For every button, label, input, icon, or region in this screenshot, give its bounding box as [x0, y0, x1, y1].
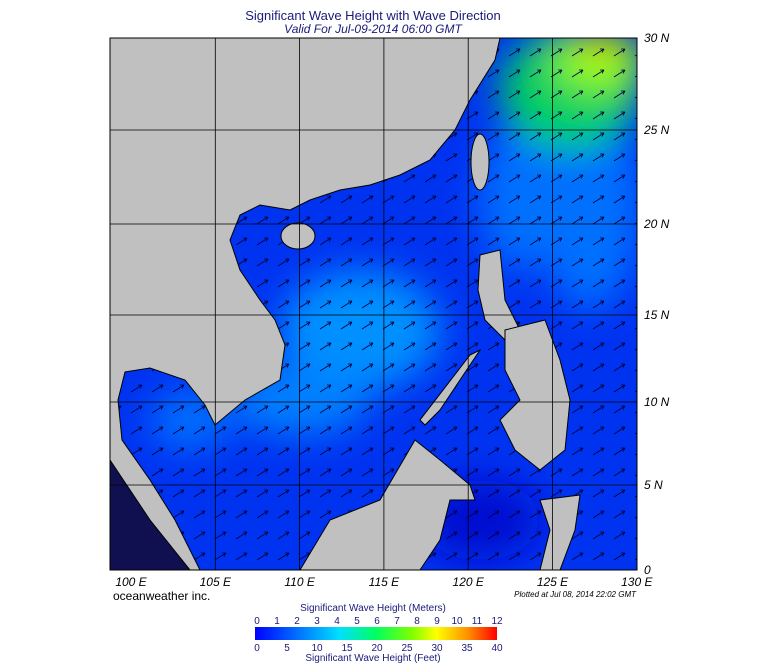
colorbar-feet-label: 35: [461, 643, 473, 654]
colorbar-feet-label: 10: [311, 643, 323, 654]
colorbar-meter-label: 6: [374, 616, 380, 627]
lat-label: 10 N: [644, 395, 670, 409]
lon-label: 100 E: [115, 575, 147, 589]
colorbar-meter-label: 4: [334, 616, 340, 627]
colorbar-feet-label: 40: [491, 643, 503, 654]
graticule: [110, 38, 637, 570]
colorbar-feet-label: 15: [341, 643, 353, 654]
colorbar-feet-label: 30: [431, 643, 443, 654]
colorbar-feet-label: 25: [401, 643, 413, 654]
plotted-note: Plotted at Jul 08, 2014 22:02 GMT: [514, 590, 637, 599]
lat-label: 15 N: [644, 308, 670, 322]
colorbar-meter-label: 12: [491, 616, 503, 627]
colorbar-meter-label: 1: [274, 616, 280, 627]
lat-label: 20 N: [643, 217, 670, 231]
lat-label: 30 N: [644, 31, 670, 45]
colorbar: [255, 627, 497, 640]
colorbar-meter-label: 8: [414, 616, 420, 627]
colorbar-meter-label: 5: [354, 616, 360, 627]
credit: oceanweather inc.: [113, 589, 210, 603]
lon-label: 105 E: [200, 575, 232, 589]
map-title: Significant Wave Height with Wave Direct…: [245, 8, 501, 23]
lon-label: 120 E: [453, 575, 485, 589]
lat-label: 5 N: [644, 478, 663, 492]
axis-labels: 100 E 105 E 110 E 115 E 120 E 125 E 130 E 30 N 2…: [115, 31, 669, 589]
lon-label: 130 E: [621, 575, 653, 589]
map-area: [110, 38, 637, 570]
colorbar-feet-label: 5: [284, 643, 290, 654]
colorbar-title-feet: Significant Wave Height (Feet): [305, 653, 440, 664]
colorbar-title-meters: Significant Wave Height (Meters): [300, 603, 446, 614]
colorbar-meter-label: 11: [472, 616, 483, 627]
map-subtitle: Valid For Jul-09-2014 06:00 GMT: [284, 22, 463, 36]
lon-label: 115 E: [369, 575, 400, 589]
colorbar-meter-label: 9: [434, 616, 440, 627]
lat-label: 25 N: [643, 123, 670, 137]
land: [110, 38, 581, 570]
map-frame: [109, 37, 638, 571]
colorbar-meter-label: 3: [314, 616, 320, 627]
colorbar-feet-label: 0: [254, 643, 260, 654]
colorbar-feet-label: 20: [371, 643, 383, 654]
colorbar-meter-label: 0: [254, 616, 260, 627]
lon-label: 125 E: [537, 575, 569, 589]
lon-label: 110 E: [284, 575, 315, 589]
colorbar-meter-label: 7: [394, 616, 400, 627]
lat-label: 0: [644, 563, 651, 577]
colorbar-meter-label: 2: [294, 616, 300, 627]
colorbar-meter-label: 10: [451, 616, 463, 627]
